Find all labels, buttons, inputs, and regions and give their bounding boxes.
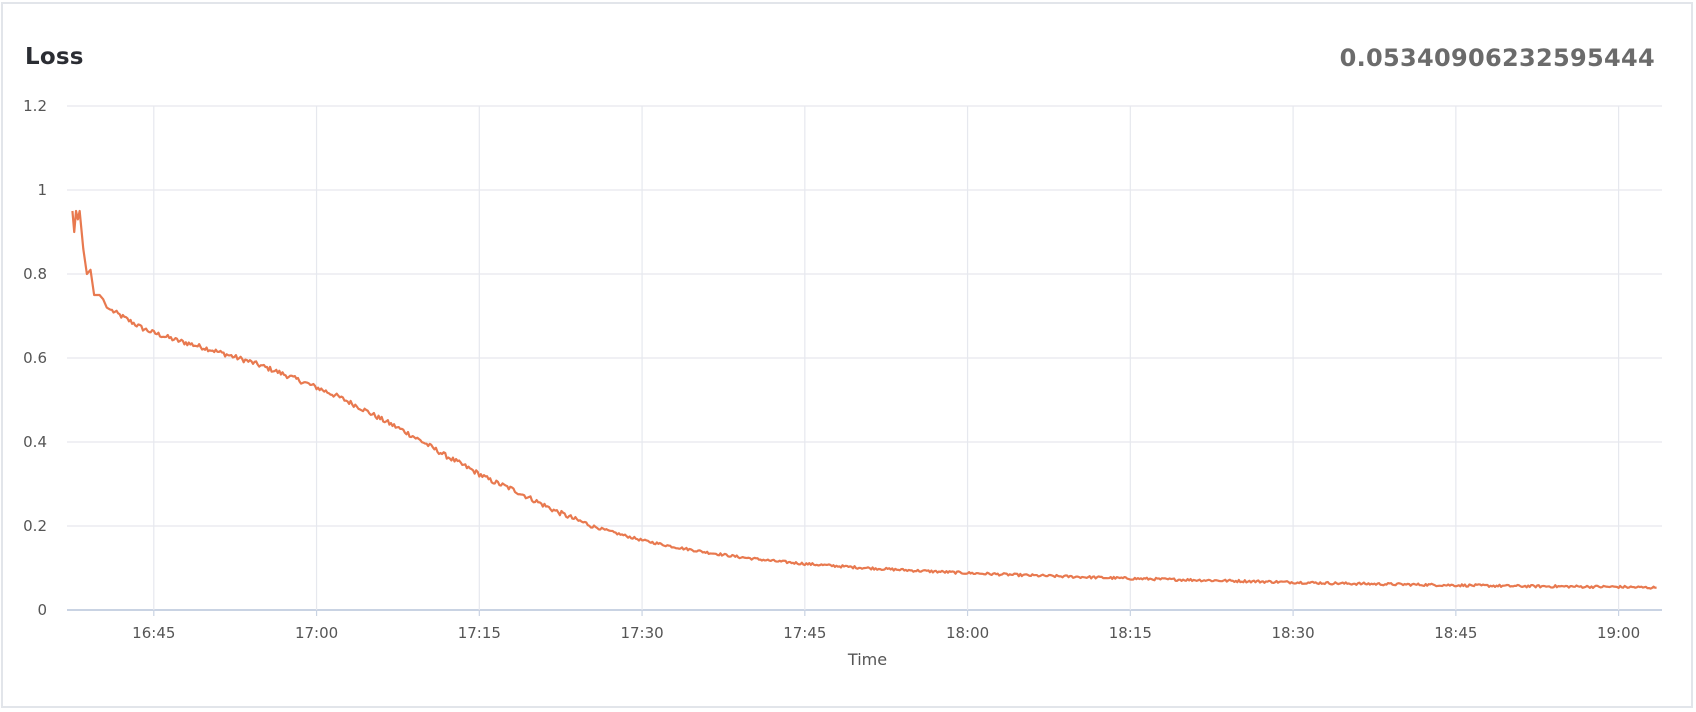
loss-series-line xyxy=(71,209,1657,590)
y-tick-label: 1 xyxy=(37,181,47,199)
x-tick-label: 19:00 xyxy=(1597,624,1640,642)
x-tick-label: 16:45 xyxy=(132,624,175,642)
axis-layer: 0 0.2 0.4 0.6 0.8 1 1.2 16:45 17:00 17:15 17:30 17:… xyxy=(23,97,1640,642)
current-value: 0.05340906232595444 xyxy=(1339,44,1655,72)
x-axis-title: Time xyxy=(847,650,887,669)
x-tick-label: 18:30 xyxy=(1271,624,1314,642)
y-tick-label: 0.8 xyxy=(23,265,47,283)
y-tick-label: 0 xyxy=(37,601,47,619)
grid-layer xyxy=(67,105,1662,611)
panel-title: Loss xyxy=(25,44,84,70)
x-tick-label: 17:45 xyxy=(783,624,826,642)
x-tick-label: 17:30 xyxy=(620,624,663,642)
y-tick-label: 0.4 xyxy=(23,433,47,451)
y-tick-label: 1.2 xyxy=(23,97,47,115)
x-tick-label: 18:15 xyxy=(1109,624,1152,642)
x-tick-label: 17:15 xyxy=(458,624,501,642)
x-tick-label: 18:00 xyxy=(946,624,989,642)
y-tick-label: 0.6 xyxy=(23,349,47,367)
x-tick-label: 18:45 xyxy=(1434,624,1477,642)
series-layer xyxy=(71,209,1657,590)
y-tick-label: 0.2 xyxy=(23,517,47,535)
x-tick-label: 17:00 xyxy=(295,624,338,642)
